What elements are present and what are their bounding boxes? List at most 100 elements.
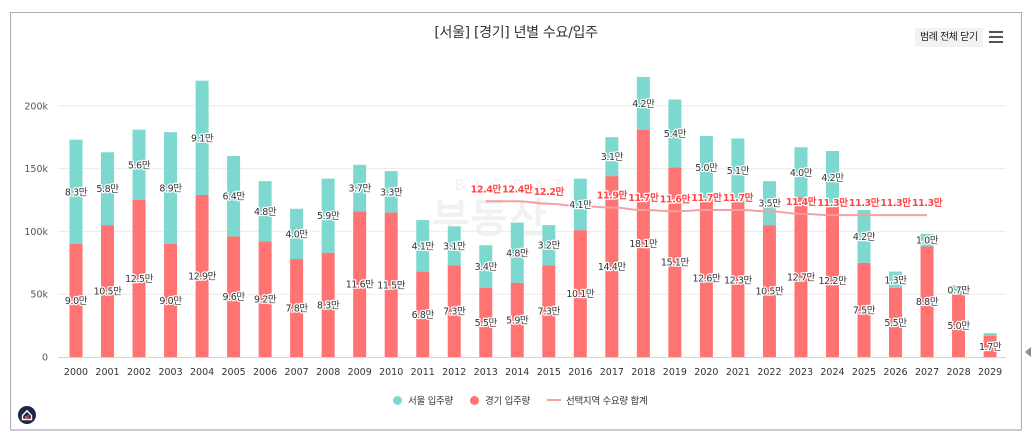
demand-line-label: 11.9만 <box>597 190 628 202</box>
bar-gyeonggi[interactable] <box>731 202 745 357</box>
legend-item-demand[interactable]: 선택지역 수요량 합계 <box>547 392 648 408</box>
bar-label-seoul: 1.3만 <box>884 275 907 286</box>
x-axis: 2000 2001 2002 2003 2004 2005 2006 2007 2008 2009… <box>58 357 1006 378</box>
bar-gyeonggi[interactable] <box>510 282 524 357</box>
x-tick-label: 2014 <box>505 367 529 378</box>
bar-gyeonggi[interactable] <box>983 335 997 357</box>
bar-seoul[interactable] <box>321 178 335 253</box>
bar-gyeonggi[interactable] <box>605 176 619 357</box>
bar-label-seoul: 3.1만 <box>443 241 466 252</box>
bar-seoul[interactable] <box>164 132 178 244</box>
bar-gyeonggi[interactable] <box>447 265 461 357</box>
brand-logo-icon[interactable] <box>18 406 36 424</box>
bar-seoul[interactable] <box>794 147 808 198</box>
bar-gyeonggi[interactable] <box>794 197 808 357</box>
x-tick-label: 2020 <box>694 367 718 378</box>
bar-label-seoul: 4.0만 <box>286 229 309 240</box>
bar-seoul[interactable] <box>510 222 524 283</box>
bar-seoul[interactable] <box>227 156 241 237</box>
bar-gyeonggi[interactable] <box>164 243 178 357</box>
bar-seoul[interactable] <box>857 210 871 263</box>
bar-gyeonggi[interactable] <box>668 167 682 357</box>
bar-gyeonggi[interactable] <box>384 212 398 357</box>
bar-gyeonggi[interactable] <box>416 271 430 357</box>
bar-seoul[interactable] <box>825 151 839 204</box>
demand-line-label: 11.6만 <box>660 193 691 205</box>
x-tick-label: 2025 <box>852 367 876 378</box>
bar-seoul[interactable] <box>952 285 966 295</box>
bar-seoul[interactable] <box>69 139 83 244</box>
bar-label-gyeonggi: 11.5만 <box>377 280 406 291</box>
bar-label-gyeonggi: 9.6만 <box>222 292 245 303</box>
bar-gyeonggi[interactable] <box>69 243 83 357</box>
bar-seoul[interactable] <box>731 138 745 203</box>
demand-line-label: 11.3만 <box>912 197 943 209</box>
demand-line-label: 11.4만 <box>786 196 817 208</box>
legend-label-gyeonggi: 경기 입주량 <box>485 396 530 407</box>
bar-label-gyeonggi: 14.4만 <box>598 262 627 273</box>
bar-seoul[interactable] <box>132 129 146 200</box>
scroll-left-arrow-icon[interactable] <box>1025 347 1031 357</box>
bar-seoul[interactable] <box>699 135 713 199</box>
legend-item-gyeonggi[interactable]: 경기 입주량 <box>470 392 530 408</box>
bar-gyeonggi[interactable] <box>321 252 335 357</box>
bar-gyeonggi[interactable] <box>353 211 367 357</box>
bar-seoul[interactable] <box>447 226 461 266</box>
x-tick-label: 2004 <box>190 367 214 378</box>
bar-seoul[interactable] <box>101 152 115 226</box>
chart-container <box>10 12 1022 431</box>
bar-label-seoul: 4.2만 <box>632 99 655 110</box>
x-tick-label: 2023 <box>789 367 813 378</box>
bar-gyeonggi[interactable] <box>132 200 146 357</box>
bar-gyeonggi[interactable] <box>258 241 272 357</box>
bar-seoul[interactable] <box>668 99 682 168</box>
bar-label-gyeonggi: 7.8만 <box>286 304 309 315</box>
hamburger-menu-icon[interactable] <box>989 30 1003 44</box>
gridlines <box>58 105 1006 295</box>
bar-gyeonggi[interactable] <box>573 230 587 357</box>
bar-gyeonggi[interactable] <box>195 194 209 357</box>
x-tick-label: 2006 <box>253 367 277 378</box>
x-tick-label: 2000 <box>64 367 88 378</box>
bar-gyeonggi[interactable] <box>857 262 871 357</box>
bar-label-gyeonggi: 18.1만 <box>629 239 658 250</box>
bar-gyeonggi[interactable] <box>290 259 304 357</box>
y-tick-label: 200k <box>24 101 48 112</box>
bar-seoul[interactable] <box>353 164 367 212</box>
bar-label-gyeonggi: 6.8만 <box>412 310 435 321</box>
bar-seoul[interactable] <box>983 333 997 336</box>
legend-toggle-button[interactable]: 범례 전체 닫기 <box>915 28 983 47</box>
bar-gyeonggi[interactable] <box>542 265 556 357</box>
bar-seoul[interactable] <box>416 220 430 272</box>
bar-gyeonggi[interactable] <box>101 225 115 357</box>
bar-gyeonggi[interactable] <box>920 246 934 357</box>
bar-seoul[interactable] <box>479 245 493 288</box>
bar-seoul[interactable] <box>542 225 556 266</box>
bar-seoul[interactable] <box>920 233 934 247</box>
bar-seoul[interactable] <box>290 208 304 260</box>
demand-line-label: 11.7만 <box>628 192 659 204</box>
bar-seoul[interactable] <box>889 271 903 288</box>
bar-label-gyeonggi: 5.0만 <box>947 321 970 332</box>
bar-label-gyeonggi: 11.6만 <box>346 280 375 291</box>
bar-gyeonggi[interactable] <box>825 203 839 357</box>
bar-seoul[interactable] <box>605 137 619 177</box>
y-tick-label: 50k <box>30 290 48 301</box>
bar-gyeonggi[interactable] <box>227 236 241 357</box>
bar-gyeonggi[interactable] <box>699 198 713 357</box>
y-tick-label: 100k <box>24 227 48 238</box>
bar-seoul[interactable] <box>258 181 272 242</box>
bar-seoul[interactable] <box>384 171 398 213</box>
bar-seoul[interactable] <box>195 80 209 195</box>
x-tick-label: 2016 <box>568 367 592 378</box>
bar-gyeonggi[interactable] <box>889 287 903 357</box>
bar-seoul[interactable] <box>762 181 776 226</box>
bar-seoul[interactable] <box>636 76 650 130</box>
bar-gyeonggi[interactable] <box>762 225 776 357</box>
bar-gyeonggi[interactable] <box>636 129 650 357</box>
bar-seoul[interactable] <box>573 178 587 231</box>
legend-item-seoul[interactable]: 서울 입주량 <box>393 392 453 408</box>
bar-gyeonggi[interactable] <box>479 287 493 357</box>
bar-gyeonggi[interactable] <box>952 294 966 357</box>
